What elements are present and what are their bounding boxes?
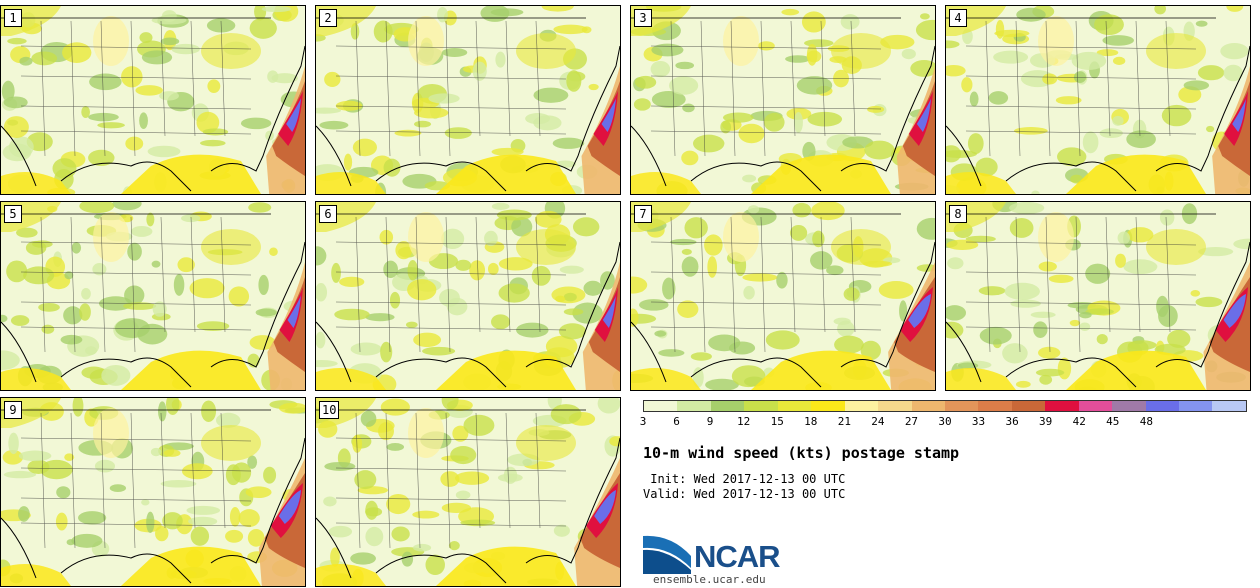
colorbar-swatch	[1145, 401, 1179, 411]
colorbar-tick-label: 12	[737, 415, 751, 428]
colorbar-swatch	[1011, 401, 1046, 411]
colorbar-tick-label: 21	[837, 415, 851, 428]
colorbar-tick-label: 18	[804, 415, 818, 428]
colorbar-swatch	[1212, 401, 1246, 411]
colorbar-swatch	[1112, 401, 1146, 411]
map-stamp: 1	[0, 5, 306, 195]
colorbar-swatch	[878, 401, 912, 411]
stamp-number-label: 2	[319, 9, 337, 27]
wind-map	[316, 202, 620, 390]
colorbar-swatch	[1179, 401, 1213, 411]
map-stamp: 4	[945, 5, 1251, 195]
colorbar-tick-label: 15	[770, 415, 784, 428]
ncar-logo-icon	[643, 535, 691, 574]
wind-map	[1, 202, 305, 390]
stamp-number-label: 5	[4, 205, 22, 223]
stamp-number-label: 6	[319, 205, 337, 223]
map-stamp: 9	[0, 397, 306, 587]
colorbar-tick-label: 39	[1039, 415, 1053, 428]
colorbar-tick-label: 3	[639, 415, 647, 428]
colorbar-swatch	[744, 401, 778, 411]
colorbar-swatch	[911, 401, 945, 411]
stamp-number-label: 8	[949, 205, 967, 223]
colorbar-tick-label: 45	[1106, 415, 1120, 428]
ncar-logo-text: NCAR	[694, 539, 781, 574]
colorbar-swatch	[1078, 401, 1113, 411]
colorbar-swatch	[644, 401, 678, 411]
colorbar-swatch	[978, 401, 1012, 411]
wind-map	[631, 202, 935, 390]
map-stamp: 6	[315, 201, 621, 391]
wind-map	[316, 398, 620, 586]
map-stamp: 7	[630, 201, 936, 391]
colorbar-tick-label: 33	[971, 415, 986, 428]
wind-map	[1, 398, 305, 586]
colorbar-swatch	[844, 401, 879, 411]
colorbar-swatch	[811, 401, 845, 411]
map-stamp: 10	[315, 397, 621, 587]
map-stamp: 5	[0, 201, 306, 391]
wind-map	[631, 6, 935, 194]
colorbar-swatch	[777, 401, 812, 411]
map-stamp: 3	[630, 5, 936, 195]
wind-map	[946, 202, 1250, 390]
colorbar-tick-label: 27	[904, 415, 919, 428]
colorbar-swatch	[677, 401, 711, 411]
stamp-number-label: 1	[4, 9, 22, 27]
map-stamp: 8	[945, 201, 1251, 391]
colorbar-swatch	[944, 401, 979, 411]
ncar-url: ensemble.ucar.edu	[653, 573, 766, 586]
stamp-number-label: 10	[319, 401, 340, 419]
figure-title: 10-m wind speed (kts) postage stamp	[643, 444, 960, 462]
colorbar-swatch	[710, 401, 745, 411]
stamp-number-label: 4	[949, 9, 967, 27]
colorbar-tick-label: 42	[1072, 415, 1086, 428]
init-time: Init: Wed 2017-12-13 00 UTC	[643, 472, 846, 486]
map-stamp: 2	[315, 5, 621, 195]
colorbar-tick-label: 6	[673, 415, 680, 428]
colorbar-tick-label: 24	[871, 415, 885, 428]
stamp-number-label: 3	[634, 9, 652, 27]
colorbar-tick-label: 48	[1139, 415, 1153, 428]
valid-time: Valid: Wed 2017-12-13 00 UTC	[643, 487, 846, 501]
wind-speed-colorbar	[643, 400, 1247, 412]
colorbar-tick-label: 9	[706, 415, 714, 428]
stamp-number-label: 7	[634, 205, 652, 223]
wind-map	[316, 6, 620, 194]
stamp-number-label: 9	[4, 401, 22, 419]
wind-map	[946, 6, 1250, 194]
wind-map	[1, 6, 305, 194]
colorbar-tick-label: 30	[938, 415, 952, 428]
colorbar-tick-label: 36	[1005, 415, 1019, 428]
colorbar-swatch	[1045, 401, 1079, 411]
